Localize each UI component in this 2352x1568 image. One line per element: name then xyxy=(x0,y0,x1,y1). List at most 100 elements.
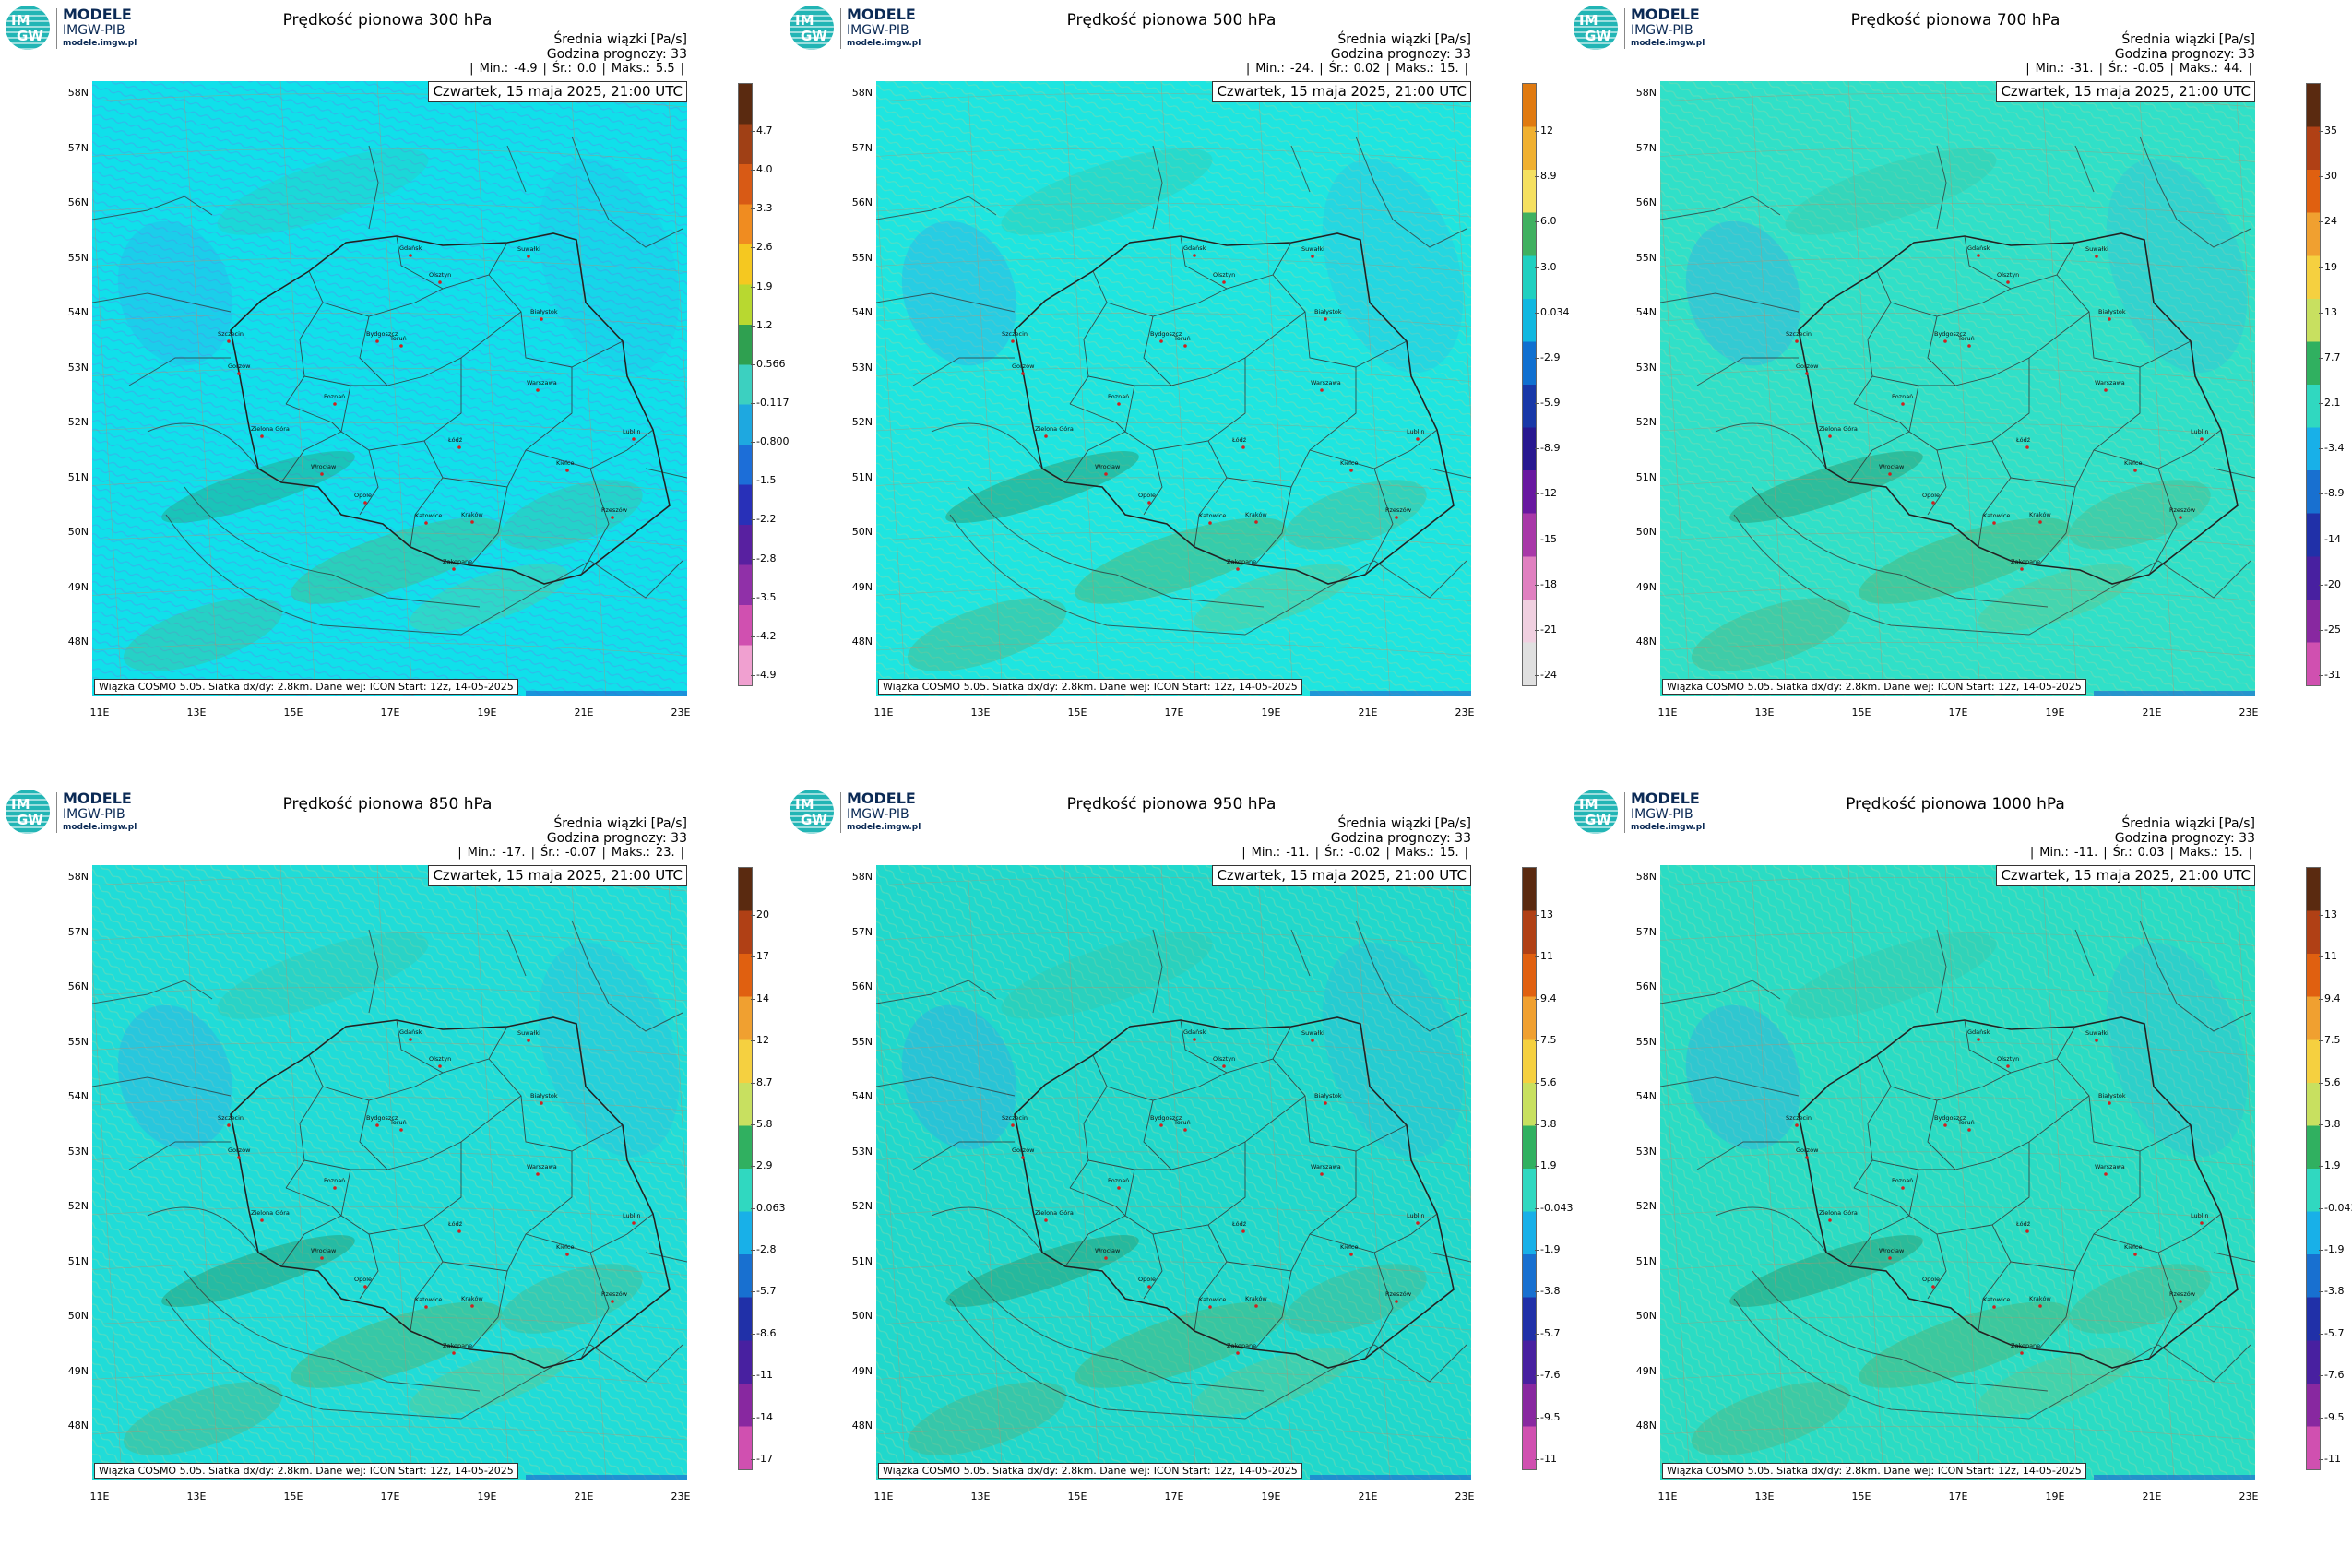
logo-subtitle: IMGW-PIB xyxy=(63,23,125,38)
sep: | xyxy=(1385,846,1390,860)
mean-label: Średnia wiązki [Pa/s] xyxy=(1337,816,1471,831)
city-marker xyxy=(2038,1304,2042,1308)
lat-label: 48N xyxy=(67,636,89,647)
city-label: Toruń xyxy=(1957,1119,1975,1126)
lat-label: 51N xyxy=(851,1254,873,1267)
avg-value: -0.05 xyxy=(2132,62,2165,76)
forecast-map: Gdańsk Olsztyn Suwałki Białystok Szczecin Byd… xyxy=(1660,81,2255,696)
sep: | xyxy=(680,846,684,860)
lat-label: 50N xyxy=(67,1310,89,1322)
city-label: Białystok xyxy=(1314,1092,1342,1099)
sep: | xyxy=(2025,62,2030,76)
colorbar-label: 3.3 xyxy=(756,202,773,215)
logo-subtitle: IMGW-PIB xyxy=(1631,23,1693,38)
city-marker xyxy=(1183,344,1187,348)
city-marker xyxy=(452,1351,456,1355)
lat-label: 55N xyxy=(851,251,873,264)
city-marker xyxy=(363,501,367,505)
city-label: Katowice xyxy=(1199,512,1226,519)
logo-mark-bottom: GW xyxy=(1585,812,1611,828)
colorbar-tick xyxy=(2319,998,2323,1000)
colorbar-label: 3.8 xyxy=(2324,1117,2341,1130)
city-label: Kraków xyxy=(1245,511,1267,518)
colorbar-tick xyxy=(2319,1123,2323,1125)
city-marker xyxy=(1324,1101,1327,1105)
colorbar-label: -18 xyxy=(1540,577,1557,590)
city-label: Warszawa xyxy=(1311,1163,1341,1170)
city-label: Warszawa xyxy=(2095,1163,2125,1170)
city-marker xyxy=(1901,1186,1905,1190)
lat-label: 53N xyxy=(1635,1145,1657,1158)
colorbar xyxy=(738,83,753,686)
colorbar-label: -8.9 xyxy=(2324,487,2345,500)
colorbar-label: 1.9 xyxy=(2324,1159,2341,1172)
panel-title: Prędkość pionowa 1000 hPa xyxy=(1846,795,2065,814)
lat-label: 51N xyxy=(67,470,89,483)
city-label: Szczecin xyxy=(218,330,244,338)
lat-label: 54N xyxy=(1635,306,1657,318)
city-marker xyxy=(2006,1064,2010,1068)
lat-label: 58N xyxy=(851,87,873,99)
imgw-logo-icon: IM GW xyxy=(1574,790,1618,834)
sep: | xyxy=(1319,62,1324,76)
colorbar-tick xyxy=(2319,1375,2323,1377)
lat-label: 53N xyxy=(67,361,89,374)
city-label: Gdańsk xyxy=(1967,244,1990,252)
lon-label: 19E xyxy=(2045,707,2065,719)
city-marker xyxy=(1349,469,1353,472)
colorbar-tick xyxy=(2319,493,2323,495)
city-label: Olsztyn xyxy=(429,271,451,279)
city-label: Lublin xyxy=(623,1212,640,1219)
lat-label: 50N xyxy=(67,526,89,538)
lon-label: 23E xyxy=(671,1491,691,1503)
colorbar-tick xyxy=(2319,1166,2323,1168)
city-marker xyxy=(2179,516,2182,519)
lat-label: 55N xyxy=(67,251,89,264)
city-label: Gdańsk xyxy=(1967,1028,1990,1036)
avg-label: Śr.: xyxy=(1324,846,1344,860)
city-label: Kielce xyxy=(1340,459,1358,467)
lon-label: 11E xyxy=(1657,707,1678,719)
colorbar-tick xyxy=(1535,176,1539,178)
city-marker xyxy=(2025,1229,2029,1233)
colorbar-label: -2.8 xyxy=(756,1243,777,1256)
lon-label: 11E xyxy=(1657,1491,1678,1503)
lat-label: 58N xyxy=(1635,871,1657,883)
lat-label: 57N xyxy=(67,141,89,154)
lat-label: 48N xyxy=(851,636,873,647)
lat-label: 56N xyxy=(1635,980,1657,992)
city-label: Olsztyn xyxy=(1213,1055,1235,1063)
lat-label: 56N xyxy=(851,980,873,992)
colorbar xyxy=(1522,83,1537,686)
colorbar-tick xyxy=(751,597,755,599)
city-label: Opole xyxy=(1922,492,1940,499)
city-marker xyxy=(1828,1218,1832,1222)
forecast-info: Średnia wiązki [Pa/s] Godzina prognozy: 3… xyxy=(2115,816,2255,846)
city-label: Toruń xyxy=(1173,335,1191,342)
forecast-map: Gdańsk Olsztyn Suwałki Białystok Szczecin Byd… xyxy=(876,81,1471,696)
colorbar-tick xyxy=(751,1375,755,1377)
colorbar-tick xyxy=(751,170,755,172)
colorbar-tick xyxy=(751,1291,755,1293)
city-label: Zakopane xyxy=(1227,1342,1256,1349)
city-label: Toruń xyxy=(389,335,407,342)
sep: | xyxy=(601,62,606,76)
max-value: 15. xyxy=(2223,846,2243,860)
city-marker xyxy=(457,445,461,449)
city-marker xyxy=(1977,1038,1980,1041)
logo-mark-top: IM xyxy=(795,796,814,813)
colorbar-label: -2.8 xyxy=(756,552,777,564)
lat-label: 57N xyxy=(851,925,873,938)
max-label: Maks.: xyxy=(2179,846,2218,860)
city-marker xyxy=(470,1304,474,1308)
forecast-map: Gdańsk Olsztyn Suwałki Białystok Szczecin Byd… xyxy=(1660,865,2255,1480)
city-marker xyxy=(1320,388,1324,392)
city-marker xyxy=(1311,255,1314,258)
max-label: Maks.: xyxy=(611,846,650,860)
city-marker xyxy=(1104,472,1108,476)
sep: | xyxy=(2169,62,2174,76)
imgw-logo: IM GW MODELE IMGW-PIB modele.imgw.pl xyxy=(6,6,144,52)
colorbar xyxy=(738,867,753,1470)
avg-label: Śr.: xyxy=(2112,846,2132,860)
lat-label: 53N xyxy=(67,1145,89,1158)
